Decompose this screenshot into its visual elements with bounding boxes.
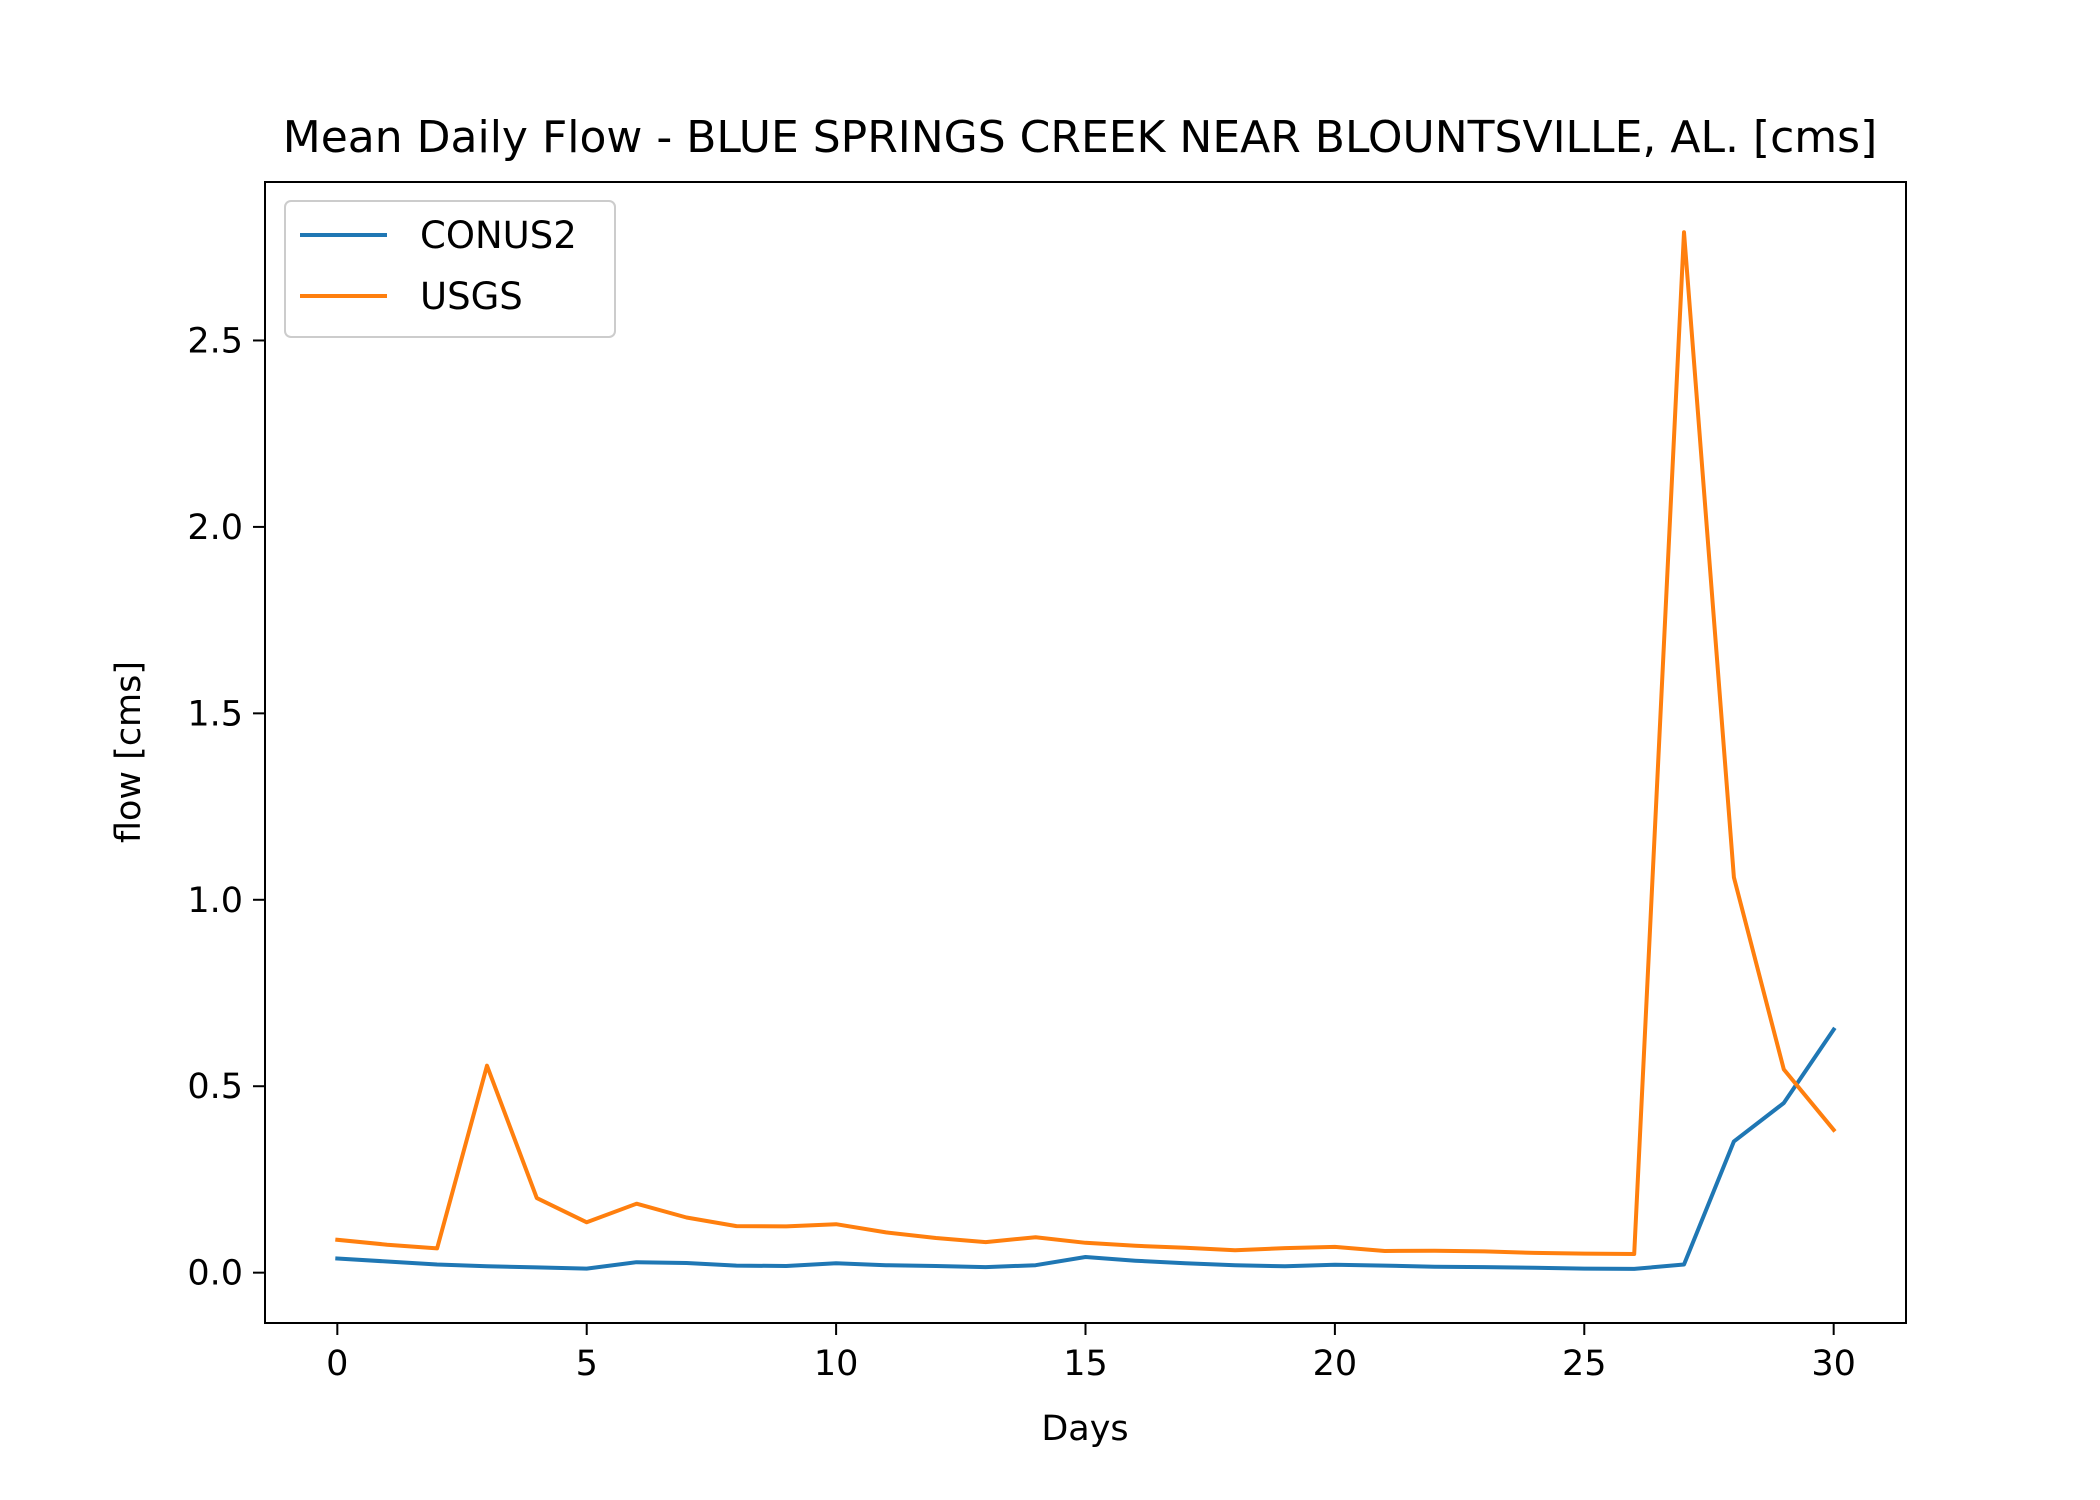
y-tick-label: 2.5 xyxy=(187,321,243,361)
x-tick-label: 0 xyxy=(326,1344,348,1384)
series-line-usgs xyxy=(335,230,1837,1256)
legend-label-conus2: CONUS2 xyxy=(420,214,577,257)
x-tick-label: 5 xyxy=(576,1344,598,1384)
plot-background xyxy=(265,182,1906,1323)
legend: CONUS2 USGS xyxy=(284,200,616,338)
y-tick-label: 1.5 xyxy=(187,694,243,734)
legend-label-usgs: USGS xyxy=(420,275,523,318)
x-tick-label: 30 xyxy=(1811,1344,1856,1384)
x-axis: 0 5 10 15 20 25 30 xyxy=(326,1323,1856,1384)
x-tick-label: 15 xyxy=(1063,1344,1108,1384)
series-line-conus2 xyxy=(335,1026,1837,1271)
x-tick-label: 20 xyxy=(1313,1344,1358,1384)
x-tick-label: 25 xyxy=(1562,1344,1607,1384)
x-tick-label: 10 xyxy=(814,1344,859,1384)
plot-area: 0 5 10 15 20 25 30 0.0 0.5 1.0 1.5 2.0 2.5 xyxy=(187,181,1907,1384)
y-tick-label: 2.0 xyxy=(187,508,243,548)
x-axis-label: Days xyxy=(1041,1409,1128,1449)
y-tick-label: 1.0 xyxy=(187,881,243,921)
y-tick-label: 0.0 xyxy=(187,1254,243,1294)
y-tick-label: 0.5 xyxy=(187,1067,243,1107)
y-axis: 0.0 0.5 1.0 1.5 2.0 2.5 xyxy=(187,321,265,1294)
chart-title: Mean Daily Flow - BLUE SPRINGS CREEK NEA… xyxy=(283,112,1877,163)
plot-frame xyxy=(264,181,1907,1324)
y-axis-label: flow [cms] xyxy=(109,661,149,843)
series-lines xyxy=(335,230,1837,1271)
